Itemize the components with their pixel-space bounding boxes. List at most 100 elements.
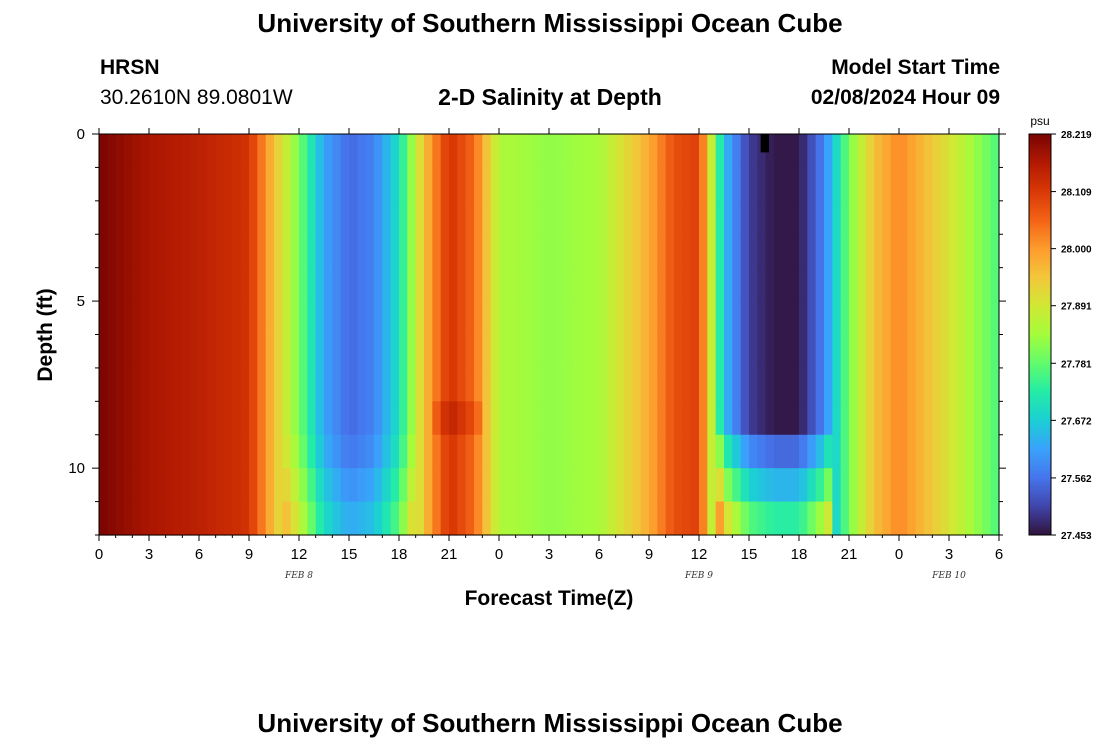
heatmap-cell	[991, 502, 1000, 536]
heatmap-cell	[716, 368, 725, 402]
heatmap-cell	[116, 335, 125, 369]
heatmap-cell	[582, 201, 591, 235]
heatmap-cell	[707, 435, 716, 469]
heatmap-cell	[974, 301, 983, 335]
heatmap-cell	[316, 301, 325, 335]
heatmap-cell	[616, 435, 625, 469]
heatmap-cell	[674, 234, 683, 268]
heatmap-cell	[932, 134, 941, 168]
heatmap-cell	[416, 335, 425, 369]
heatmap-cell	[432, 234, 441, 268]
heatmap-cell	[324, 468, 333, 502]
heatmap-cell	[691, 201, 700, 235]
heatmap-cell	[782, 335, 791, 369]
heatmap-cell	[691, 401, 700, 435]
heatmap-cell	[449, 401, 458, 435]
heatmap-cell	[749, 468, 758, 502]
heatmap-cell	[232, 335, 241, 369]
heatmap-cell	[641, 201, 650, 235]
heatmap-cell	[791, 134, 800, 168]
heatmap-cell	[474, 435, 483, 469]
heatmap-cell	[899, 435, 908, 469]
heatmap-cell	[857, 468, 866, 502]
heatmap-cell	[691, 502, 700, 536]
heatmap-cell	[682, 502, 691, 536]
heatmap-cell	[316, 435, 325, 469]
heatmap-cell	[532, 335, 541, 369]
heatmap-cell	[491, 401, 500, 435]
heatmap-cell	[382, 167, 391, 201]
heatmap-cell	[524, 401, 533, 435]
heatmap-cell	[382, 468, 391, 502]
x-tick-label: 6	[995, 546, 1003, 563]
heatmap-cell	[874, 134, 883, 168]
heatmap-cell	[807, 401, 816, 435]
heatmap-cell	[174, 167, 183, 201]
heatmap-cell	[524, 435, 533, 469]
heatmap-cell	[282, 335, 291, 369]
heatmap-cell	[574, 301, 583, 335]
heatmap-cell	[391, 368, 400, 402]
heatmap-cell	[741, 435, 750, 469]
heatmap-cell	[782, 201, 791, 235]
heatmap-cell	[774, 368, 783, 402]
heatmap-cell	[307, 268, 316, 302]
heatmap-cell	[591, 335, 600, 369]
heatmap-cell	[824, 502, 833, 536]
heatmap-cell	[699, 134, 708, 168]
heatmap-cell	[666, 335, 675, 369]
heatmap-cell	[924, 201, 933, 235]
heatmap-cell	[549, 268, 558, 302]
heatmap-cell	[749, 167, 758, 201]
heatmap-cell	[716, 435, 725, 469]
heatmap-cell	[399, 201, 408, 235]
heatmap-cell	[566, 301, 575, 335]
heatmap-cell	[957, 301, 966, 335]
heatmap-cell	[407, 134, 416, 168]
heatmap-cell	[282, 401, 291, 435]
heatmap-cell	[99, 268, 108, 302]
heatmap-cell	[607, 234, 616, 268]
heatmap-cell	[432, 201, 441, 235]
heatmap-cell	[341, 167, 350, 201]
x-tick-label: 0	[95, 546, 103, 563]
heatmap-cell	[924, 234, 933, 268]
heatmap-cell	[849, 201, 858, 235]
heatmap-cell	[324, 401, 333, 435]
heatmap-cell	[616, 234, 625, 268]
heatmap-cell	[549, 234, 558, 268]
heatmap-cell	[749, 268, 758, 302]
heatmap-cell	[557, 401, 566, 435]
heatmap-cell	[374, 368, 383, 402]
heatmap-cell	[424, 368, 433, 402]
heatmap-cell	[524, 134, 533, 168]
heatmap-cell	[266, 167, 275, 201]
heatmap-cell	[291, 468, 300, 502]
heatmap-cell	[141, 401, 150, 435]
heatmap-cell	[566, 134, 575, 168]
heatmap-cell	[932, 335, 941, 369]
heatmap-cell	[732, 234, 741, 268]
heatmap-cell	[766, 502, 775, 536]
heatmap-cell	[532, 502, 541, 536]
heatmap-cell	[541, 167, 550, 201]
heatmap-cell	[407, 502, 416, 536]
heatmap-cell	[157, 201, 166, 235]
heatmap-cell	[982, 368, 991, 402]
heatmap-cell	[307, 435, 316, 469]
heatmap-cell	[691, 167, 700, 201]
heatmap-cell	[799, 435, 808, 469]
heatmap-cell	[641, 268, 650, 302]
heatmap-cell	[882, 301, 891, 335]
heatmap-cell	[566, 368, 575, 402]
heatmap-cell	[641, 335, 650, 369]
heatmap-cell	[107, 335, 116, 369]
heatmap-cell	[582, 502, 591, 536]
heatmap-cell	[666, 502, 675, 536]
heatmap-cell	[699, 201, 708, 235]
heatmap-cell	[507, 134, 516, 168]
heatmap-cell	[782, 401, 791, 435]
footer-title: University of Southern Mississippi Ocean…	[0, 708, 1100, 739]
heatmap-cell	[674, 134, 683, 168]
heatmap-cell	[241, 167, 250, 201]
